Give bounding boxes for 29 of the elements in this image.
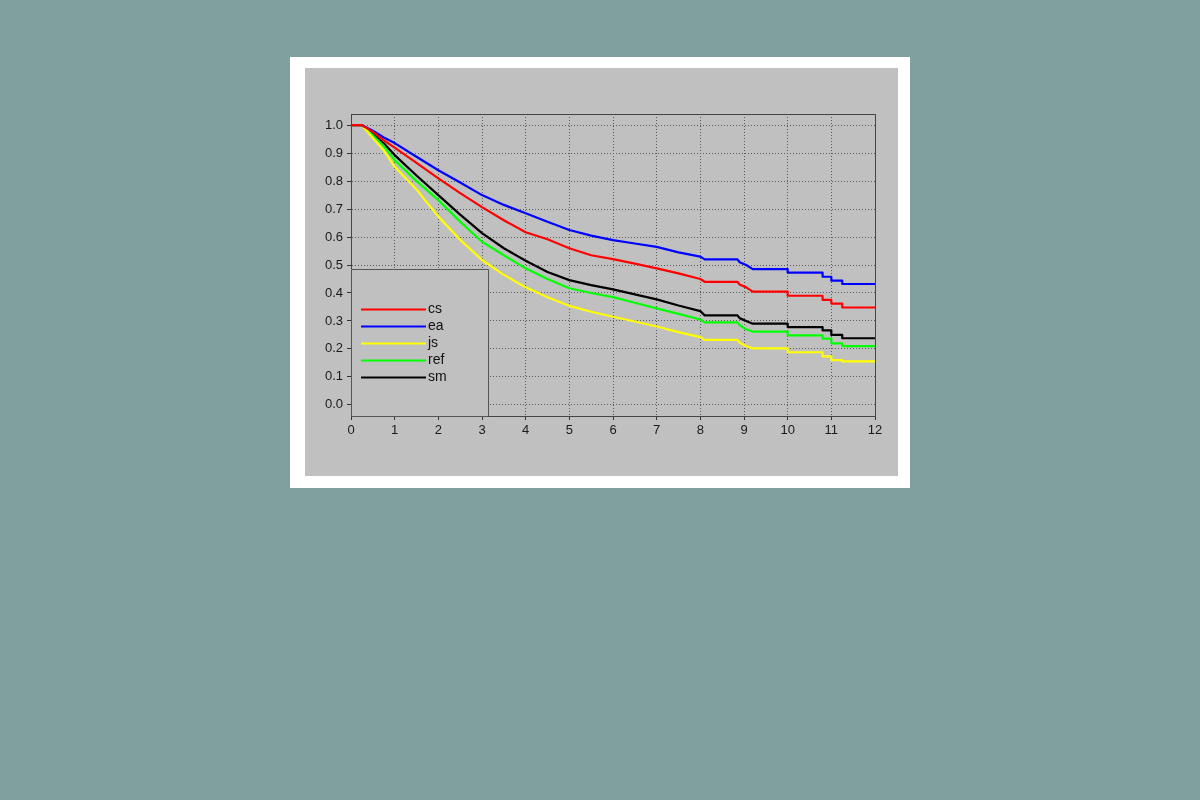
legend-label: sm bbox=[428, 368, 447, 385]
y-tick-label: 0.2 bbox=[324, 340, 343, 356]
y-tick-label: 0.8 bbox=[324, 172, 343, 188]
x-tick-label: 3 bbox=[478, 422, 486, 438]
legend-label: js bbox=[427, 334, 439, 351]
legend-label: ref bbox=[428, 351, 445, 368]
y-tick-label: 0.9 bbox=[324, 144, 343, 160]
x-tick-label: 9 bbox=[740, 422, 748, 438]
y-tick-label: 0.6 bbox=[324, 228, 343, 244]
legend-label: cs bbox=[428, 300, 442, 317]
y-tick-label: 0.4 bbox=[324, 284, 343, 300]
x-tick-label: 7 bbox=[653, 422, 661, 438]
x-tick-label: 8 bbox=[696, 422, 704, 438]
x-tick-label: 5 bbox=[565, 422, 573, 438]
x-tick-label: 4 bbox=[522, 422, 530, 438]
y-tick-label: 0.0 bbox=[324, 396, 343, 412]
x-tick-label: 1 bbox=[391, 422, 399, 438]
x-tick-label: 0 bbox=[347, 422, 355, 438]
y-tick-label: 0.5 bbox=[324, 256, 343, 272]
x-tick-label: 6 bbox=[609, 422, 617, 438]
x-tick-label: 10 bbox=[780, 422, 795, 438]
y-tick-label: 0.3 bbox=[324, 312, 343, 328]
y-tick-label: 1.0 bbox=[324, 116, 343, 132]
x-tick-label: 11 bbox=[824, 422, 839, 438]
x-tick-label: 12 bbox=[867, 422, 883, 438]
y-tick-label: 0.1 bbox=[324, 368, 343, 384]
x-tick-label: 2 bbox=[434, 422, 442, 438]
y-tick-label: 0.7 bbox=[324, 200, 343, 216]
legend-label: ea bbox=[428, 317, 444, 334]
